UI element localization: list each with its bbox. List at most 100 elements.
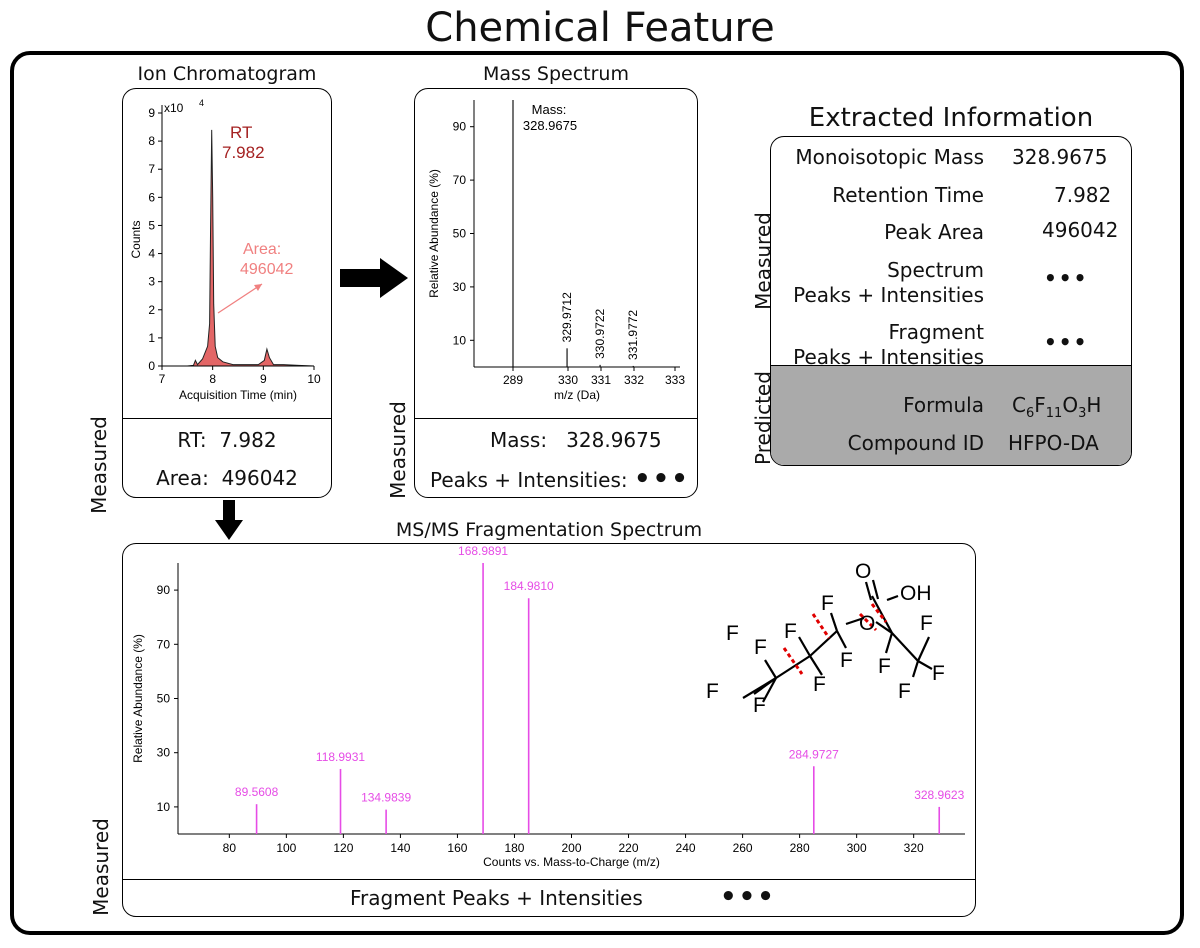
msms-y-tick-label: 90: [157, 583, 171, 597]
structure-atoms: F F F F F F F F F F F F O O OH: [706, 560, 945, 717]
ic-summary-area: Area: 496042: [122, 466, 332, 490]
formula-h: H: [1086, 393, 1102, 417]
ic-summary-rt-label: RT:: [177, 428, 207, 452]
ms-y-tick-label: 10: [453, 333, 467, 347]
ic-x-axis-title: Acquisition Time (min): [179, 388, 297, 402]
ic-x-tick-label: 9: [260, 372, 267, 386]
ic-x-tick-label: 8: [209, 372, 216, 386]
ic-peak-area: [162, 129, 314, 366]
msms-chart: 10 30 50 70 90 80 100 120 140 160 180 200 220 240 260 2…: [131, 544, 965, 869]
ic-area-text: Area:: [243, 241, 281, 258]
ic-x-tick-label: 7: [159, 372, 166, 386]
info-label-spectrum-line1: Spectrum: [887, 258, 984, 282]
atom-f-5: F: [784, 620, 797, 643]
ms-x-axis-title: m/z (Da): [554, 388, 600, 402]
formula-f-count: 11: [1045, 406, 1063, 421]
ms-y-tick-label: 70: [453, 173, 467, 187]
ms-summary-peaks-value: •••: [633, 464, 690, 494]
ic-y-tick-label: 2: [148, 303, 155, 317]
cleavage-marks: [782, 603, 888, 675]
atom-f-7: F: [821, 592, 834, 615]
ms-x-tick-label: 331: [591, 373, 611, 387]
ic-summary-area-label: Area:: [156, 466, 209, 490]
ic-y-tick-label: 8: [148, 134, 155, 148]
msms-x-tick-label: 100: [276, 841, 296, 855]
info-value-formula: C6F11O3H: [1012, 393, 1101, 426]
ic-x-tick-label: 10: [307, 372, 321, 386]
ic-summary-rt-value: 7.982: [219, 428, 277, 452]
ms-summary-mass-value: 328.9675: [566, 428, 662, 452]
mass-spectrum-box: [414, 88, 698, 498]
ic-y-tick-label: 5: [148, 218, 155, 232]
page-title: Chemical Feature: [425, 5, 775, 51]
msms-peak-label: 284.9727: [789, 747, 839, 761]
atom-o-ether: O: [859, 612, 875, 635]
msms-peak-label: 118.9931: [316, 750, 365, 764]
info-label-retention-time: Retention Time: [832, 183, 984, 207]
info-value-retention-time: 7.982: [1054, 183, 1112, 207]
msms-y-tick-label: 30: [157, 746, 171, 760]
atom-f-6: F: [813, 673, 826, 696]
ic-rt-text: RT: [230, 123, 252, 142]
info-value-compound-id: HFPO-DA: [1008, 431, 1099, 455]
ic-y-tick-label: 9: [148, 106, 155, 120]
info-value-spectrum: •••: [1044, 266, 1089, 290]
atom-oh: OH: [900, 582, 932, 605]
mass-spectrum-title: Mass Spectrum: [483, 63, 629, 85]
formula-c-count: 6: [1025, 406, 1035, 421]
ic-area-arrowhead: [254, 284, 262, 291]
predicted-section: [771, 365, 1131, 465]
atom-f-9: F: [878, 655, 891, 678]
extracted-box: [770, 136, 1132, 466]
formula-o-count: 3: [1078, 406, 1087, 421]
ic-y-tick-label: 1: [148, 331, 155, 345]
msms-y-tick-label: 50: [157, 692, 171, 706]
msms-x-tick-label: 120: [333, 841, 353, 855]
ms-x-tick-label: 332: [624, 373, 644, 387]
atom-f-10: F: [920, 612, 933, 635]
extracted-title: Extracted Information: [808, 103, 1094, 133]
msms-summary-label: Fragment Peaks + Intensities: [350, 886, 643, 910]
ms-annotation-value: 328.9675: [523, 118, 577, 133]
info-value-monoisotopic-mass: 328.9675: [1012, 145, 1108, 169]
ic-area-value: 496042: [240, 261, 293, 278]
info-label-compound-id: Compound ID: [847, 431, 984, 455]
msms-peak-label: 134.9839: [361, 791, 411, 805]
ion-chromatogram-box: [122, 88, 332, 498]
msms-measured-label: Measured: [89, 818, 113, 916]
info-label-monoisotopic-mass: Monoisotopic Mass: [795, 145, 984, 169]
atom-f-12: F: [898, 680, 911, 703]
atom-f-2: F: [706, 680, 719, 703]
ms-summary-mass: Mass: 328.9675: [490, 428, 662, 452]
msms-y-tick-label: 70: [157, 637, 171, 651]
msms-summary-value: •••: [720, 882, 776, 912]
ms-peak-label: 331.9772: [626, 310, 640, 360]
info-label-peak-area: Peak Area: [884, 220, 984, 244]
ic-summary-area-value: 496042: [221, 466, 298, 490]
atom-f-3: F: [753, 694, 766, 717]
msms-divider: [122, 879, 976, 880]
info-value-peak-area: 496042: [1042, 218, 1119, 242]
msms-y-tick-label: 10: [157, 800, 171, 814]
msms-x-tick-label: 80: [223, 841, 237, 855]
formula-f: F: [1034, 393, 1046, 417]
ms-y-tick-label: 50: [453, 227, 467, 241]
ms-summary-mass-label: Mass:: [490, 428, 548, 452]
msms-x-tick-label: 200: [561, 841, 581, 855]
msms-peak-label: 168.9891: [458, 544, 508, 558]
msms-x-tick-label: 280: [790, 841, 810, 855]
mass-spectrum-divider: [414, 418, 698, 419]
ic-scale-exp: 4: [199, 98, 204, 108]
structure-bonds: [742, 579, 933, 703]
msms-peak-label: 328.9623: [914, 788, 964, 802]
ms-y-tick-label: 90: [453, 120, 467, 134]
ms-summary-peaks: Peaks + Intensities: •••: [430, 464, 690, 494]
ms-y-tick-label: 30: [453, 280, 467, 294]
ms-x-tick-label: 330: [558, 373, 578, 387]
extracted-predicted-label: Predicted: [751, 371, 775, 465]
info-label-spectrum-line2: Peaks + Intensities: [793, 283, 984, 307]
ion-chromatogram-title: Ion Chromatogram: [137, 63, 317, 85]
msms-x-tick-label: 160: [447, 841, 467, 855]
msms-x-tick-label: 260: [733, 841, 753, 855]
ms-annotation-label: Mass:: [532, 102, 567, 117]
